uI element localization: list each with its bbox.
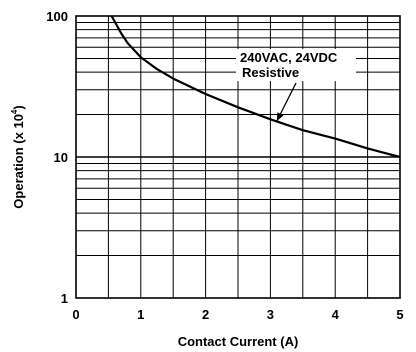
x-tick-label: 4 xyxy=(332,307,340,322)
annotation: 240VAC, 24VDC Resistive xyxy=(236,49,356,122)
x-tick-label: 5 xyxy=(396,307,403,322)
y-axis-title-close: ) xyxy=(11,105,26,109)
annotation-background xyxy=(236,49,356,81)
y-axis-title-main: Operation (x 10 xyxy=(11,114,26,209)
annotation-line-2: Resistive xyxy=(242,65,299,80)
series-curve xyxy=(110,15,401,159)
series-layer xyxy=(110,15,401,159)
x-axis-title: Contact Current (A) xyxy=(178,334,299,349)
y-tick-label: 10 xyxy=(54,150,68,165)
y-tick-labels: 1 10 100 xyxy=(46,9,68,306)
x-tick-label: 0 xyxy=(72,307,79,322)
y-tick-label: 1 xyxy=(61,291,68,306)
x-tick-label: 1 xyxy=(137,307,144,322)
annotation-arrowhead xyxy=(276,112,284,122)
y-axis-title: Operation (x 104) xyxy=(10,105,26,208)
x-tick-label: 2 xyxy=(202,307,209,322)
y-tick-label: 100 xyxy=(46,9,68,24)
y-axis-title-superscript: 4 xyxy=(10,109,19,114)
annotation-line-1: 240VAC, 24VDC xyxy=(240,50,338,65)
x-tick-labels: 0 1 2 3 4 5 xyxy=(72,307,403,322)
x-tick-label: 3 xyxy=(267,307,274,322)
